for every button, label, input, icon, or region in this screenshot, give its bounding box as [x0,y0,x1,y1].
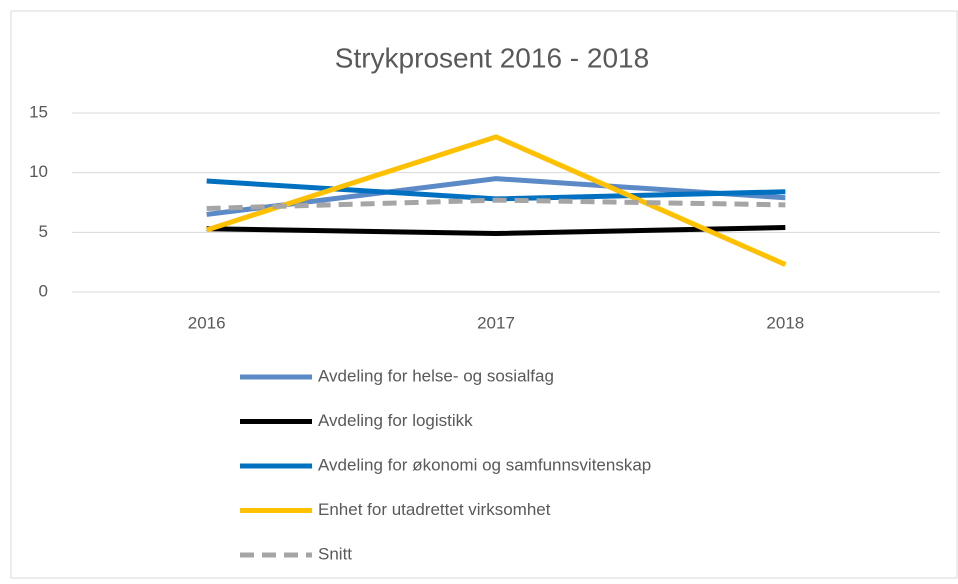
series-line [206,176,786,217]
y-tick-label: 0 [39,281,48,300]
x-tick-label: 2017 [477,313,515,332]
legend-label: Avdeling for helse- og sosialfag [318,366,554,385]
x-tick-label: 2018 [766,313,804,332]
chart-border [10,10,958,579]
y-tick-label: 15 [29,102,48,121]
series-line [206,197,786,211]
legend-label: Avdeling for logistikk [318,411,473,430]
legend-label: Avdeling for økonomi og samfunnsvitenska… [318,455,651,474]
y-tick-label: 10 [29,162,48,181]
legend-label: Enhet for utadrettet virksomhet [318,500,551,519]
legend-label: Snitt [318,544,352,563]
series-line [206,225,786,237]
x-tick-label: 2016 [188,313,226,332]
chart-title: Strykprosent 2016 - 2018 [335,42,649,73]
y-tick-label: 5 [39,222,48,241]
series-line [205,134,787,267]
